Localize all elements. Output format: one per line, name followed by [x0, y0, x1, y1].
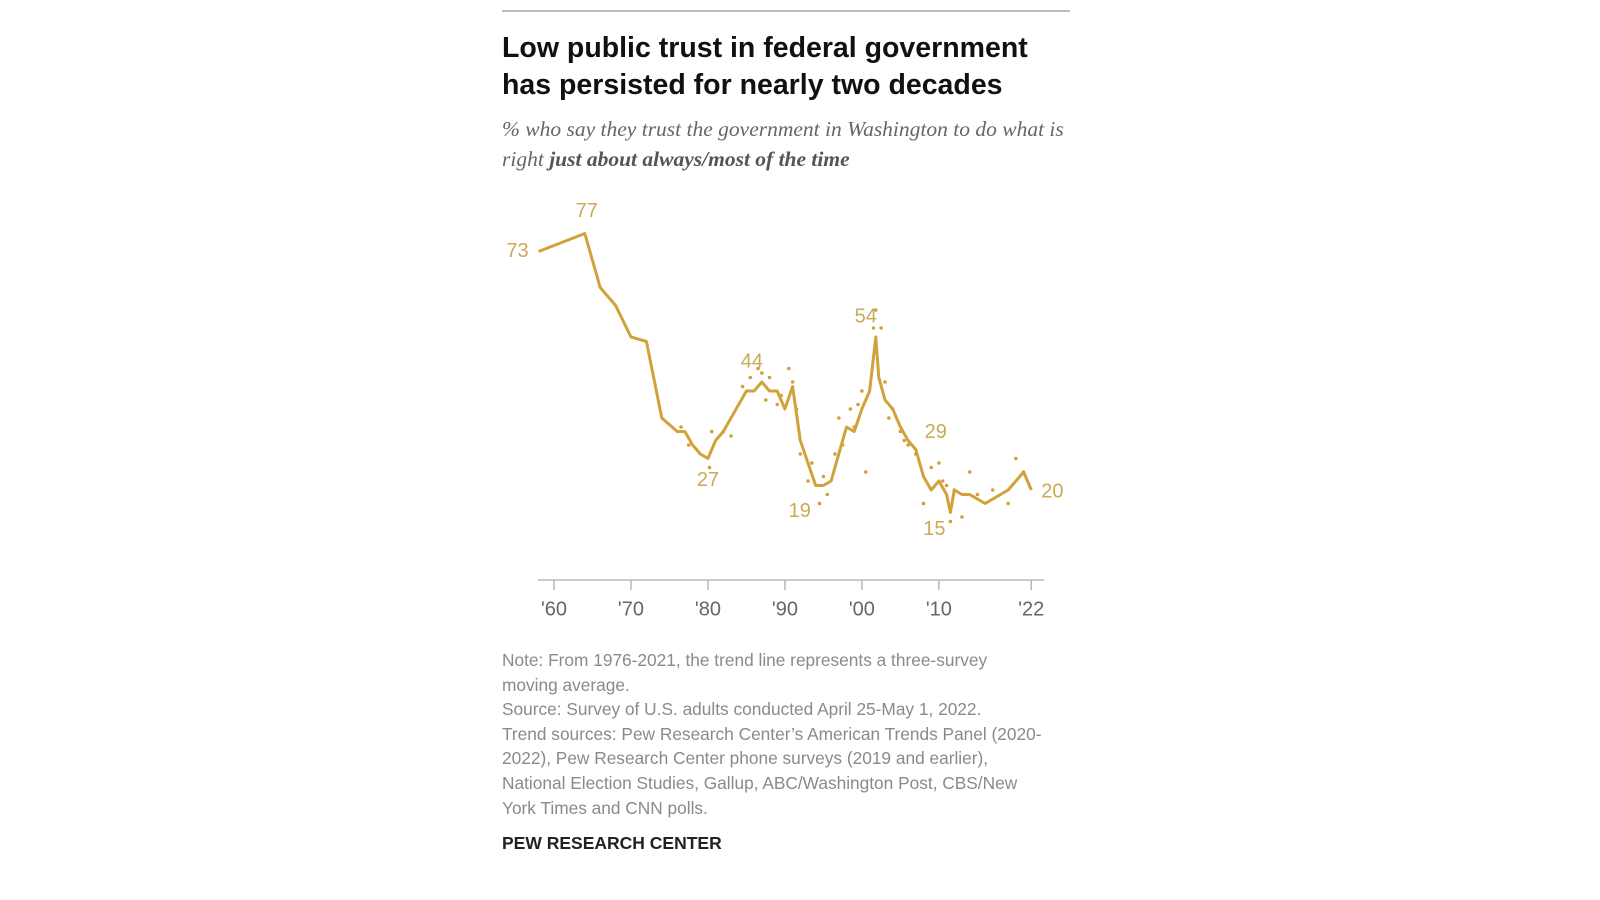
- survey-point: [821, 474, 826, 479]
- survey-point: [833, 452, 837, 456]
- data-label: 20: [1041, 480, 1063, 502]
- chart-title: Low public trust in federal government h…: [502, 32, 1028, 101]
- survey-point: [975, 492, 980, 497]
- survey-point: [902, 438, 907, 443]
- survey-point: [810, 461, 814, 465]
- survey-point: [856, 402, 860, 407]
- survey-point: [990, 488, 995, 492]
- survey-point: [798, 452, 803, 456]
- survey-point: [763, 398, 768, 402]
- top-rule: [502, 10, 1070, 12]
- survey-point: [1014, 456, 1018, 461]
- survey-point: [748, 375, 753, 380]
- x-tick-label: '70: [618, 598, 644, 620]
- credit: PEW RESEARCH CENTER: [502, 833, 722, 853]
- survey-point: [879, 326, 883, 330]
- survey-point: [756, 366, 760, 371]
- survey-point: [848, 407, 853, 411]
- survey-point: [863, 470, 868, 474]
- source: Source: Survey of U.S. adults conducted …: [502, 699, 982, 720]
- survey-point: [740, 384, 745, 389]
- survey-point: [817, 501, 822, 506]
- note: Note: From 1976-2021, the trend line rep…: [502, 650, 988, 695]
- survey-point: [825, 492, 830, 497]
- data-label: 19: [789, 500, 811, 522]
- x-tick-label: '80: [695, 598, 721, 620]
- survey-point: [871, 326, 876, 330]
- survey-point: [767, 375, 772, 380]
- data-label: 29: [925, 421, 947, 443]
- survey-point: [729, 434, 733, 438]
- chart-subtitle: % who say they trust the government in W…: [502, 114, 1077, 174]
- data-label: 54: [855, 305, 877, 327]
- data-label: 73: [506, 240, 528, 262]
- subtitle-text: % who say they trust the government in W…: [502, 117, 1064, 171]
- data-label: 15: [923, 518, 945, 540]
- trend-sources: Trend sources: Pew Research Center’s Ame…: [502, 723, 1042, 818]
- x-tick-label: '00: [849, 598, 875, 620]
- survey-point: [887, 416, 891, 420]
- survey-point: [709, 429, 714, 434]
- survey-point: [948, 519, 953, 524]
- data-label: 77: [576, 200, 598, 222]
- survey-point: [686, 443, 691, 447]
- survey-point: [967, 470, 972, 474]
- survey-point: [906, 443, 910, 447]
- survey-point: [883, 380, 887, 384]
- survey-point: [873, 308, 878, 312]
- trend-line: [538, 232, 1033, 514]
- survey-point: [786, 366, 791, 371]
- survey-point: [921, 501, 926, 506]
- survey-point: [1006, 501, 1010, 506]
- survey-point: [960, 515, 964, 519]
- x-tick-label: '10: [926, 598, 952, 620]
- survey-point: [775, 402, 780, 407]
- survey-point: [679, 425, 683, 429]
- notes: Note: From 1976-2021, the trend line rep…: [502, 648, 1047, 820]
- survey-point: [940, 479, 945, 483]
- data-label: 27: [697, 469, 719, 491]
- survey-point: [707, 465, 712, 470]
- survey-point: [760, 371, 764, 375]
- survey-point: [944, 483, 949, 488]
- survey-point: [837, 416, 841, 420]
- survey-point: [937, 461, 941, 465]
- x-tick-label: '90: [772, 598, 798, 620]
- subtitle-emphasis: just about always/most of the time: [549, 147, 850, 171]
- x-tick-label: '22: [1018, 598, 1044, 620]
- x-tick-label: '60: [541, 598, 567, 620]
- survey-point: [860, 389, 864, 393]
- data-label: 44: [741, 350, 763, 372]
- survey-point: [790, 380, 795, 384]
- survey-point: [929, 465, 933, 470]
- survey-point: [806, 479, 810, 483]
